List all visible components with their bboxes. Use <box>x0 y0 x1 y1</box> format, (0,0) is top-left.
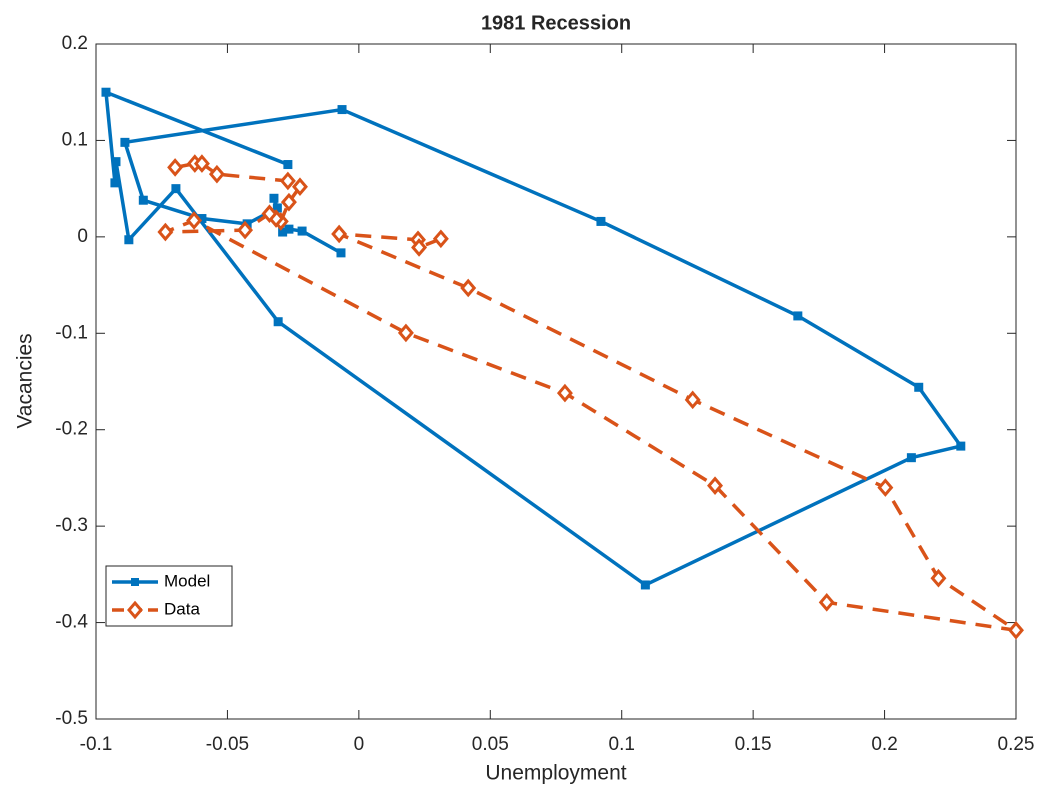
y-axis-label: Vacancies <box>14 333 37 428</box>
data-point <box>171 184 181 194</box>
x-tick-label: -0.05 <box>206 734 249 755</box>
data-point <box>818 593 835 612</box>
data-point <box>556 383 573 403</box>
data-point <box>167 158 184 177</box>
data-point <box>460 278 477 298</box>
y-tick-label: -0.1 <box>55 322 88 343</box>
data-point <box>120 137 130 147</box>
data-point <box>793 311 803 321</box>
data-point <box>337 105 347 115</box>
x-tick-label: 0.05 <box>472 734 509 755</box>
axes-box <box>95 43 1017 720</box>
data-point <box>336 248 346 258</box>
y-tick-label: 0.2 <box>62 33 88 54</box>
data-point <box>930 568 947 588</box>
data-point <box>273 317 283 327</box>
x-tick-label: 0.1 <box>609 734 635 755</box>
y-tick-label: -0.4 <box>55 612 88 633</box>
data-point <box>640 580 650 590</box>
data-point <box>279 171 296 191</box>
data-point <box>914 382 924 392</box>
legend-label: Model <box>164 571 210 590</box>
data-point <box>111 157 121 167</box>
data-point <box>208 164 225 184</box>
chart-title: 1981 Recession <box>481 12 631 34</box>
data-point <box>397 323 414 343</box>
y-tick-label: 0 <box>77 226 88 247</box>
data-point <box>237 220 254 240</box>
data-point <box>292 177 308 197</box>
data-point <box>596 216 606 226</box>
data-point <box>280 192 297 212</box>
plot-area <box>96 44 1016 719</box>
data-point <box>906 453 916 463</box>
x-tick-label: 0.15 <box>735 734 772 755</box>
data-point <box>707 476 724 495</box>
data-point <box>956 441 966 451</box>
data-point <box>411 238 428 257</box>
data-point <box>331 224 348 244</box>
y-tick-label: -0.5 <box>55 708 88 729</box>
data-point <box>157 222 174 242</box>
data-point <box>877 478 894 497</box>
data-point <box>432 229 449 249</box>
x-tick-label: 0.25 <box>998 734 1035 755</box>
data-point <box>261 204 278 224</box>
data-point <box>269 193 279 203</box>
y-tick-label: -0.3 <box>55 515 88 536</box>
legend-label: Data <box>164 599 200 618</box>
data-point <box>101 87 111 97</box>
data-point <box>1008 620 1024 640</box>
data-point <box>193 154 210 173</box>
y-tick-label: -0.2 <box>55 419 88 440</box>
data-point <box>110 178 120 188</box>
y-tick-label: 0.1 <box>62 129 88 150</box>
data-point <box>684 390 701 410</box>
legend-marker <box>127 600 143 620</box>
data-point <box>284 224 294 234</box>
x-axis-label: Unemployment <box>485 762 626 785</box>
x-tick-label: 0 <box>354 734 365 755</box>
data-point <box>283 160 293 170</box>
legend-marker <box>131 578 139 586</box>
legend-box <box>105 565 233 627</box>
data-point <box>297 226 307 236</box>
legend: Model Data <box>105 565 233 627</box>
data-point <box>186 211 203 230</box>
x-tick-label: -0.1 <box>80 734 113 755</box>
x-tick-label: 0.2 <box>871 734 897 755</box>
data-point <box>124 235 134 245</box>
data-point <box>138 195 148 205</box>
